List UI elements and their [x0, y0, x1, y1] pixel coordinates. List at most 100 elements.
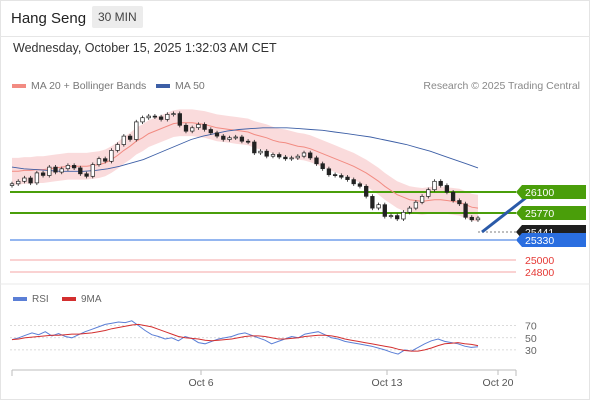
x-tick-label: Oct 13	[372, 377, 403, 389]
candle-body	[59, 168, 64, 173]
rsi-tick-label: 70	[525, 321, 537, 333]
candles	[9, 111, 481, 222]
candle-body	[165, 114, 170, 120]
level-label-support: 24800	[525, 267, 554, 279]
candle-body	[40, 172, 46, 176]
candle-body	[146, 115, 151, 119]
candle-body	[295, 155, 300, 159]
candle-body	[239, 136, 245, 142]
level-tag-label: 25770	[525, 208, 554, 220]
candle-body	[140, 117, 145, 123]
candle-body	[115, 144, 120, 151]
candle-body	[16, 180, 21, 185]
timeframe-badge[interactable]: 30 MIN	[92, 6, 143, 28]
candle-body	[84, 173, 89, 177]
level-tag-shape	[516, 206, 586, 220]
level-tag-resistance: 25770	[516, 206, 586, 220]
candle-body	[413, 201, 419, 209]
x-tick-label: Oct 6	[188, 377, 213, 389]
candle-body	[326, 168, 332, 176]
candle-body	[208, 129, 213, 134]
candle-body	[190, 127, 195, 132]
level-label-support: 25000	[525, 255, 554, 267]
x-axis: Oct 6 Oct 13 Oct 20	[0, 283, 590, 389]
candle-body	[28, 177, 33, 184]
legend-ma20: MA 20 + Bollinger Bands	[12, 80, 146, 92]
timestamp: Wednesday, October 15, 2025 1:32:03 AM C…	[13, 41, 277, 55]
level-labels: 261002577025441253302500024800	[516, 185, 586, 279]
candle-body	[96, 158, 102, 165]
candle-body	[202, 124, 207, 130]
rsi-legend-label: RSI	[32, 294, 49, 305]
candle-body	[438, 180, 443, 186]
ma20-swatch	[12, 84, 26, 88]
candle-body	[308, 152, 313, 159]
rsi-line	[11, 320, 479, 355]
candle-body	[233, 136, 238, 139]
candle-body	[245, 140, 251, 143]
candle-body	[339, 175, 344, 178]
candle-body	[71, 165, 77, 169]
candle-body	[214, 132, 220, 137]
rsi-tick-label: 30	[525, 345, 537, 357]
rsi-swatch	[13, 297, 27, 301]
candle-body	[469, 216, 474, 221]
candle-body	[22, 177, 27, 182]
candle-body	[109, 150, 114, 162]
candle-body	[183, 124, 189, 132]
widget-header: Hang Seng 30 MIN	[0, 0, 590, 37]
candle-body	[277, 154, 282, 158]
moving-averages	[11, 122, 479, 209]
candle-body	[252, 141, 257, 154]
candle-body	[407, 207, 412, 213]
rsi-tick-label: 50	[525, 333, 537, 345]
ma20-legend-label: MA 20 + Bollinger Bands	[31, 80, 147, 92]
bollinger-band-area	[12, 109, 478, 222]
candle-body	[314, 157, 319, 165]
candle-body	[65, 165, 71, 170]
candle-body	[320, 163, 325, 170]
level-tag-label: 26100	[525, 187, 554, 199]
level-tag-resistance: 26100	[516, 185, 586, 199]
candle-body	[34, 172, 40, 184]
candle-body	[121, 135, 126, 145]
candle-body	[426, 189, 431, 197]
level-tag-shape	[516, 233, 586, 247]
forecast-arrow-shaft	[481, 191, 533, 234]
candle-body	[351, 179, 356, 185]
candle-body	[152, 115, 158, 118]
ma9-swatch	[62, 297, 76, 301]
candle-body	[270, 154, 276, 157]
ma9-legend-label: 9MA	[81, 294, 102, 305]
credit-text: Research © 2025 Trading Central	[423, 80, 580, 92]
ma20-line	[12, 122, 479, 209]
candle-body	[134, 121, 139, 140]
candle-body	[196, 124, 201, 129]
candle-body	[177, 113, 182, 126]
candle-body	[9, 183, 15, 186]
level-lines	[10, 191, 516, 273]
candle-body	[301, 152, 307, 157]
candle-body	[283, 156, 288, 160]
candle-body	[463, 203, 468, 218]
ma50-legend-label: MA 50	[175, 80, 205, 92]
legend-ma50: MA 50	[156, 80, 205, 92]
candle-body	[364, 185, 369, 197]
rsi-lines	[11, 320, 479, 355]
candle-body	[432, 180, 437, 191]
ma50-line	[11, 127, 479, 172]
rsi-ma9-line	[11, 323, 479, 352]
candle-body	[47, 166, 52, 176]
candle-body	[171, 113, 176, 115]
candle-body	[450, 191, 456, 201]
candle-body	[401, 211, 406, 220]
ma50-swatch	[156, 84, 170, 88]
candle-body	[382, 204, 387, 217]
candle-body	[419, 196, 425, 203]
candle-body	[53, 166, 58, 173]
level-tag-shape	[516, 185, 586, 199]
candle-body	[264, 150, 269, 157]
candle-body	[444, 185, 450, 193]
x-tick-label: Oct 20	[483, 377, 514, 389]
